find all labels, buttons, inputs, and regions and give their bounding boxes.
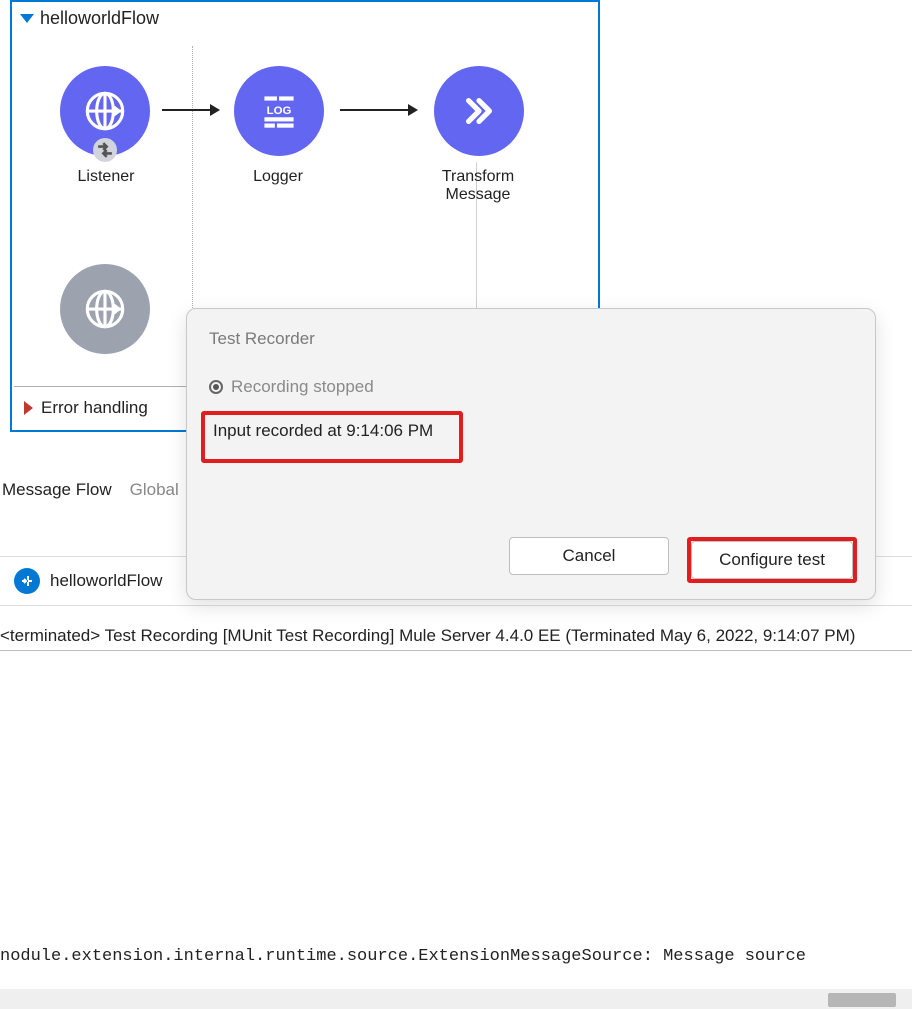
editor-tabs: Message Flow Global bbox=[0, 480, 179, 500]
flow-title: helloworldFlow bbox=[40, 8, 159, 29]
console-line: nodule.extension.internal.runtime.source… bbox=[0, 946, 912, 969]
dialog-status: Recording stopped bbox=[209, 377, 853, 397]
flow-row-main: Listener LOG Logger Transform Message bbox=[12, 46, 598, 246]
test-recorder-dialog: Test Recorder Recording stopped Input re… bbox=[186, 308, 876, 600]
play-right-icon bbox=[24, 401, 33, 415]
cancel-button[interactable]: Cancel bbox=[509, 537, 669, 575]
highlight-box: Configure test bbox=[687, 537, 857, 583]
diamond-check-icon bbox=[454, 86, 504, 136]
flow-strip-icon bbox=[14, 568, 40, 594]
transform-node[interactable] bbox=[434, 66, 524, 156]
scrollbar-thumb[interactable] bbox=[828, 993, 896, 1007]
terminated-status-line: <terminated> Test Recording [MUnit Test … bbox=[0, 624, 912, 651]
logger-label: Logger bbox=[208, 168, 348, 186]
highlight-box: Input recorded at 9:14:06 PM bbox=[201, 411, 463, 463]
globe-arrow-icon bbox=[80, 284, 130, 334]
scrollbar-track bbox=[0, 989, 912, 1009]
arrow-icon bbox=[162, 109, 218, 111]
arrow-icon bbox=[340, 109, 416, 111]
flow-strip-label: helloworldFlow bbox=[50, 571, 162, 591]
listener-node[interactable] bbox=[60, 66, 150, 156]
chevron-down-icon[interactable] bbox=[20, 14, 34, 23]
dialog-status-text: Recording stopped bbox=[231, 377, 374, 397]
svg-text:LOG: LOG bbox=[267, 105, 292, 117]
record-stopped-icon bbox=[209, 380, 223, 394]
error-handling-label: Error handling bbox=[41, 398, 148, 418]
dialog-message: Input recorded at 9:14:06 PM bbox=[213, 421, 451, 441]
log-bars-icon: LOG bbox=[254, 86, 304, 136]
transform-label: Transform Message bbox=[408, 168, 548, 204]
tab-global[interactable]: Global bbox=[130, 480, 179, 500]
dialog-button-row: Cancel Configure test bbox=[509, 537, 857, 583]
placeholder-node[interactable] bbox=[60, 264, 150, 354]
connector-badge-icon bbox=[93, 138, 117, 162]
logger-node[interactable]: LOG bbox=[234, 66, 324, 156]
flow-header[interactable]: helloworldFlow bbox=[20, 8, 159, 29]
configure-test-button[interactable]: Configure test bbox=[691, 541, 853, 579]
listener-label: Listener bbox=[36, 168, 176, 186]
dialog-title: Test Recorder bbox=[209, 329, 853, 349]
tab-message-flow[interactable]: Message Flow bbox=[2, 480, 112, 500]
